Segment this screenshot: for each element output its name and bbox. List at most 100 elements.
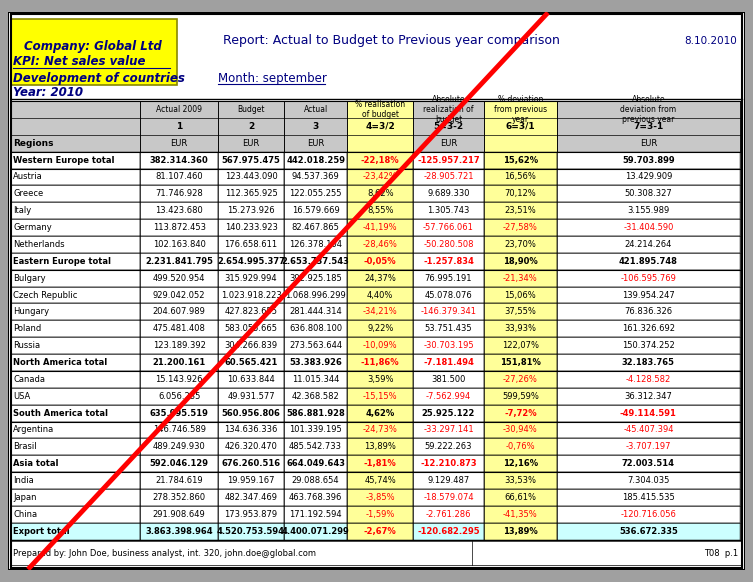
FancyBboxPatch shape [11, 472, 140, 489]
FancyBboxPatch shape [483, 152, 557, 169]
FancyBboxPatch shape [557, 219, 739, 236]
Text: 45,74%: 45,74% [364, 476, 396, 485]
Text: 13,89%: 13,89% [364, 442, 396, 452]
Text: 1: 1 [176, 122, 182, 131]
FancyBboxPatch shape [11, 152, 140, 169]
Text: 66,61%: 66,61% [505, 493, 536, 502]
Text: 82.467.865: 82.467.865 [291, 223, 340, 232]
Text: 13.423.680: 13.423.680 [155, 206, 203, 215]
Text: -10,09%: -10,09% [363, 341, 398, 350]
FancyBboxPatch shape [347, 337, 413, 354]
Text: Budget: Budget [237, 105, 265, 114]
Text: 185.415.535: 185.415.535 [622, 493, 675, 502]
FancyBboxPatch shape [483, 320, 557, 337]
FancyBboxPatch shape [413, 320, 483, 337]
Text: 76.836.326: 76.836.326 [624, 307, 672, 317]
Text: Eastern Europe total: Eastern Europe total [14, 257, 111, 266]
FancyBboxPatch shape [284, 354, 347, 371]
Text: 636.808.100: 636.808.100 [289, 324, 342, 333]
FancyBboxPatch shape [413, 523, 483, 540]
Text: Austria: Austria [14, 172, 43, 182]
FancyBboxPatch shape [413, 101, 483, 152]
FancyBboxPatch shape [347, 371, 413, 388]
FancyBboxPatch shape [483, 523, 557, 540]
FancyBboxPatch shape [557, 286, 739, 303]
Text: 15.273.926: 15.273.926 [227, 206, 275, 215]
FancyBboxPatch shape [140, 371, 218, 388]
Text: -34,21%: -34,21% [363, 307, 398, 317]
Text: 81.107.460: 81.107.460 [155, 172, 203, 182]
Text: 304.266.839: 304.266.839 [224, 341, 278, 350]
Text: Export total: Export total [14, 527, 70, 535]
Text: 427.823.655: 427.823.655 [224, 307, 278, 317]
Text: 32.183.765: 32.183.765 [622, 358, 675, 367]
FancyBboxPatch shape [140, 320, 218, 337]
FancyBboxPatch shape [557, 269, 739, 286]
FancyBboxPatch shape [483, 269, 557, 286]
FancyBboxPatch shape [284, 152, 347, 169]
Text: Actual 2009: Actual 2009 [156, 105, 202, 114]
FancyBboxPatch shape [218, 269, 284, 286]
FancyBboxPatch shape [140, 101, 218, 152]
Text: -24,73%: -24,73% [363, 425, 398, 435]
FancyBboxPatch shape [140, 404, 218, 421]
Text: 151,81%: 151,81% [500, 358, 541, 367]
FancyBboxPatch shape [11, 506, 140, 523]
FancyBboxPatch shape [218, 455, 284, 472]
Text: -125.957.217: -125.957.217 [417, 155, 480, 165]
FancyBboxPatch shape [218, 489, 284, 506]
FancyBboxPatch shape [140, 354, 218, 371]
Text: 635.995.519: 635.995.519 [150, 409, 209, 418]
FancyBboxPatch shape [11, 203, 140, 219]
FancyBboxPatch shape [413, 152, 483, 169]
Text: Month: september: Month: september [218, 72, 327, 85]
Text: 392.925.185: 392.925.185 [289, 274, 342, 283]
FancyBboxPatch shape [218, 472, 284, 489]
Text: 586.881.928: 586.881.928 [286, 409, 345, 418]
FancyBboxPatch shape [218, 320, 284, 337]
FancyBboxPatch shape [347, 203, 413, 219]
Text: 382.314.360: 382.314.360 [150, 155, 209, 165]
Text: EUR: EUR [640, 139, 657, 148]
FancyBboxPatch shape [557, 320, 739, 337]
FancyBboxPatch shape [557, 371, 739, 388]
FancyBboxPatch shape [11, 269, 140, 286]
FancyBboxPatch shape [284, 337, 347, 354]
Text: 281.444.314: 281.444.314 [289, 307, 342, 317]
FancyBboxPatch shape [557, 203, 739, 219]
FancyBboxPatch shape [483, 455, 557, 472]
Text: Absolute
deviation from
previous year: Absolute deviation from previous year [620, 94, 676, 125]
FancyBboxPatch shape [284, 253, 347, 269]
Text: -33.297.141: -33.297.141 [423, 425, 474, 435]
Text: 15,06%: 15,06% [505, 290, 536, 300]
Text: 567.975.475: 567.975.475 [221, 155, 280, 165]
FancyBboxPatch shape [284, 303, 347, 320]
Text: -28.905.721: -28.905.721 [423, 172, 474, 182]
Text: 16.579.669: 16.579.669 [291, 206, 340, 215]
Text: Italy: Italy [14, 206, 32, 215]
Text: 15,62%: 15,62% [503, 155, 538, 165]
Text: -31.404.590: -31.404.590 [623, 223, 674, 232]
Text: Prepared by: John Doe, business analyst, int. 320, john.doe@global.com: Prepared by: John Doe, business analyst,… [14, 549, 316, 558]
Text: 3: 3 [312, 122, 319, 131]
Text: % realisation
of budget: % realisation of budget [355, 100, 405, 119]
FancyBboxPatch shape [284, 101, 347, 152]
Text: -27,58%: -27,58% [503, 223, 538, 232]
Text: 45.078.076: 45.078.076 [425, 290, 472, 300]
Text: 592.046.129: 592.046.129 [150, 459, 209, 469]
Text: 4=3/2: 4=3/2 [365, 122, 395, 131]
FancyBboxPatch shape [218, 337, 284, 354]
FancyBboxPatch shape [413, 371, 483, 388]
FancyBboxPatch shape [11, 219, 140, 236]
FancyBboxPatch shape [11, 455, 140, 472]
Text: 101.339.195: 101.339.195 [289, 425, 342, 435]
Text: 8,62%: 8,62% [367, 189, 394, 198]
Text: 929.042.052: 929.042.052 [153, 290, 206, 300]
FancyBboxPatch shape [11, 404, 140, 421]
FancyBboxPatch shape [413, 455, 483, 472]
Text: 6.056.235: 6.056.235 [158, 392, 200, 401]
Text: 9,22%: 9,22% [367, 324, 393, 333]
Text: 71.746.928: 71.746.928 [155, 189, 203, 198]
Text: 29.088.654: 29.088.654 [292, 476, 340, 485]
Text: 426.320.470: 426.320.470 [224, 442, 278, 452]
